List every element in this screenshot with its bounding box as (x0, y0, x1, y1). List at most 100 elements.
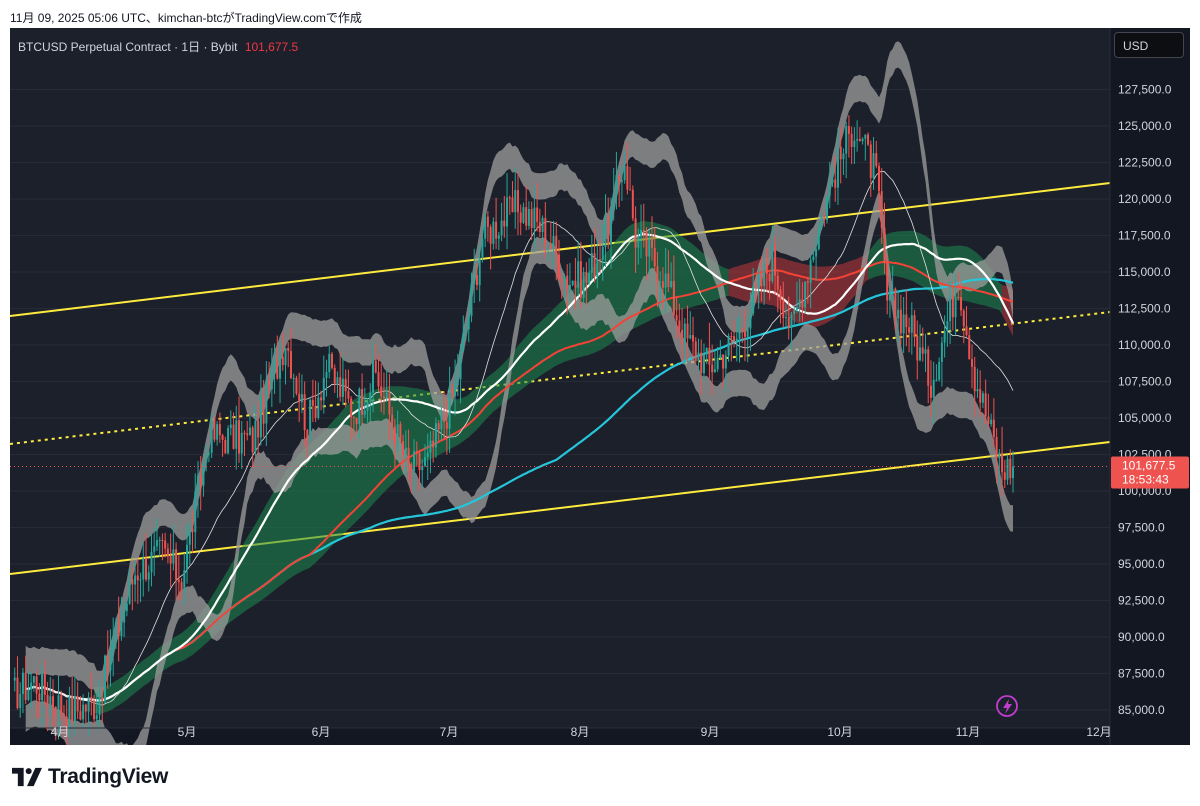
candle-body (776, 275, 779, 290)
candle-body (697, 352, 700, 362)
candle-body (672, 280, 675, 316)
candle-body (1012, 466, 1015, 479)
candle-body (489, 226, 492, 244)
chart-caption: 11月 09, 2025 05:06 UTC、kimchan-btcがTradi… (10, 11, 362, 25)
chart-area[interactable]: 85,000.0 87,500.0 90,000.0 92,500.0 95,000.0… (10, 28, 1190, 745)
candle-body (101, 697, 104, 702)
candle-body (661, 281, 664, 288)
candle-body (757, 274, 760, 287)
candle-body (683, 323, 686, 345)
candle-body (71, 696, 74, 722)
candle-body (199, 475, 202, 486)
symbol-last-price: 101,677.5 (244, 40, 299, 54)
candle-body (954, 297, 957, 318)
candle-body (667, 273, 670, 287)
candle-body (391, 414, 394, 427)
candle-body (935, 379, 938, 381)
candle-body (856, 139, 859, 141)
candle-body (410, 464, 413, 472)
candle-body (746, 328, 749, 337)
candle-body (404, 447, 407, 456)
currency-button[interactable]: USD (1114, 32, 1184, 58)
candle-body (399, 424, 402, 442)
candle-body (481, 238, 484, 258)
candle-body (114, 621, 117, 643)
candle-body (257, 420, 260, 438)
candle-body (287, 347, 290, 351)
channel-lower-line (10, 441, 1111, 575)
candle-body (645, 231, 648, 257)
tradingview-logo-icon (12, 767, 42, 787)
candle-body (347, 391, 350, 399)
candle-body (418, 453, 421, 471)
candle-body (812, 256, 815, 260)
candle-body (372, 360, 375, 393)
candle-body (421, 465, 424, 471)
candle-body (467, 316, 470, 330)
candle-body (552, 236, 555, 249)
candle-body (229, 424, 232, 429)
price-tick-label: 95,000.0 (1118, 557, 1165, 571)
candle-body (259, 395, 262, 438)
candle-body (607, 216, 610, 245)
symbol-name: BTCUSD Perpetual Contract (18, 40, 171, 54)
candle-body (579, 261, 582, 298)
candle-body (741, 329, 744, 332)
candle-body (574, 280, 577, 288)
candle-body (188, 528, 191, 545)
candle-body (448, 387, 451, 429)
candle-body (973, 366, 976, 392)
candle-body (276, 360, 279, 379)
candle-body (826, 195, 829, 220)
candle-body (336, 377, 339, 384)
time-tick-label: 5月 (178, 725, 197, 739)
candle-body (785, 317, 788, 319)
candle-body (486, 216, 489, 227)
price-tick-label: 115,000.0 (1118, 265, 1171, 279)
candle-body (588, 272, 591, 283)
candle-body (864, 134, 867, 139)
candle-body (82, 704, 85, 720)
candle-body (648, 238, 651, 257)
candle-body (415, 451, 418, 454)
candle-body (897, 309, 900, 319)
candle-body (273, 360, 276, 370)
candle-body (618, 174, 621, 182)
candle-body (615, 174, 618, 194)
candle-body (760, 274, 763, 286)
price-tick-label: 122,500.0 (1118, 156, 1172, 170)
candle-body (940, 342, 943, 362)
candle-body (243, 432, 246, 434)
candle-body (771, 244, 774, 282)
candle-body (831, 179, 834, 183)
countdown-timer: 18:53:43 (1122, 473, 1169, 487)
candle-body (511, 197, 514, 213)
candle-body (402, 441, 405, 456)
candle-body (161, 539, 164, 541)
candle-body (867, 134, 870, 145)
time-tick-label: 7月 (440, 725, 459, 739)
candle-body (454, 384, 457, 396)
candle-body (847, 126, 850, 134)
candle-body (350, 398, 353, 418)
candle-body (869, 144, 872, 179)
time-tick-label: 10月 (827, 725, 852, 739)
candle-body (730, 335, 733, 337)
moving-average-red (38, 260, 1014, 702)
price-chart[interactable]: 85,000.0 87,500.0 90,000.0 92,500.0 95,000.0… (10, 28, 1190, 745)
candle-body (232, 424, 235, 449)
candle-body (366, 401, 369, 411)
candle-body (440, 414, 443, 430)
brand-footer[interactable]: TradingView (12, 765, 168, 789)
candle-body (525, 207, 528, 226)
candle-body (227, 428, 230, 454)
candle-body (207, 453, 210, 455)
price-tick-label: 90,000.0 (1118, 630, 1165, 644)
candle-body (820, 216, 823, 229)
candle-body (692, 335, 695, 342)
candle-body (248, 427, 251, 436)
candle-body (281, 356, 284, 366)
candle-body (205, 453, 208, 463)
candle-body (566, 275, 569, 291)
candle-body (169, 556, 172, 564)
